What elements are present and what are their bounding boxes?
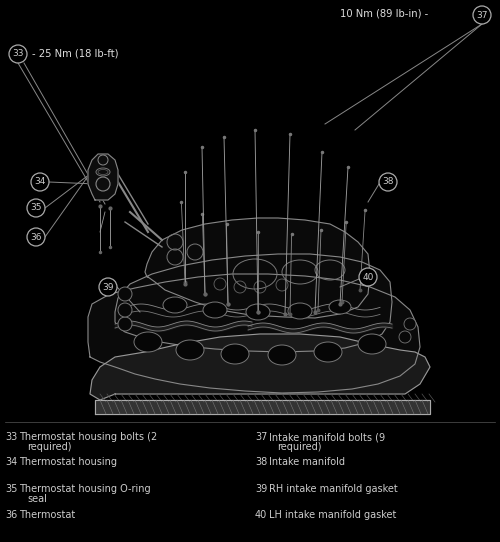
Polygon shape [145,218,370,318]
Text: 36: 36 [5,510,17,520]
Circle shape [473,6,491,24]
Text: 38: 38 [255,457,267,467]
Ellipse shape [203,302,227,318]
Polygon shape [95,400,430,414]
Circle shape [359,268,377,286]
Text: 38: 38 [382,177,394,186]
Text: 34: 34 [5,457,17,467]
Text: Intake manifold: Intake manifold [269,457,345,467]
Text: Thermostat housing bolts (2: Thermostat housing bolts (2 [19,432,157,442]
Text: 33: 33 [12,49,24,59]
Text: 35: 35 [30,203,42,212]
Circle shape [9,45,27,63]
Circle shape [27,199,45,217]
Circle shape [399,331,411,343]
Text: Thermostat housing O-ring: Thermostat housing O-ring [19,484,150,494]
Circle shape [31,173,49,191]
Ellipse shape [268,345,296,365]
Text: 35: 35 [5,484,18,494]
Polygon shape [88,274,420,393]
Polygon shape [90,334,430,400]
Ellipse shape [246,304,270,320]
Ellipse shape [314,342,342,362]
Polygon shape [88,154,118,200]
Text: required): required) [27,442,72,452]
Text: 40: 40 [362,273,374,281]
Text: 36: 36 [30,233,42,242]
Text: 10 Nm (89 lb-in) -: 10 Nm (89 lb-in) - [340,9,428,19]
Text: seal: seal [27,494,47,504]
Circle shape [379,173,397,191]
Text: 37: 37 [255,432,268,442]
Circle shape [118,287,132,301]
Circle shape [404,318,416,330]
Text: Thermostat: Thermostat [19,510,75,520]
Text: required): required) [277,442,322,452]
Text: Intake manifold bolts (9: Intake manifold bolts (9 [269,432,385,442]
Text: LH intake manifold gasket: LH intake manifold gasket [269,510,396,520]
Text: - 25 Nm (18 lb-ft): - 25 Nm (18 lb-ft) [32,49,118,59]
Text: 39: 39 [102,282,114,292]
Text: 40: 40 [255,510,267,520]
Ellipse shape [358,334,386,354]
Ellipse shape [288,303,312,319]
Polygon shape [115,254,392,352]
Circle shape [27,228,45,246]
Text: 39: 39 [255,484,267,494]
Ellipse shape [176,340,204,360]
Text: 37: 37 [476,10,488,20]
Circle shape [118,317,132,331]
Text: Thermostat housing: Thermostat housing [19,457,117,467]
Ellipse shape [134,332,162,352]
Text: 33: 33 [5,432,17,442]
Text: RH intake manifold gasket: RH intake manifold gasket [269,484,398,494]
Text: 34: 34 [34,177,46,186]
Ellipse shape [329,300,351,314]
Ellipse shape [163,297,187,313]
Circle shape [118,303,132,317]
Circle shape [99,278,117,296]
Ellipse shape [221,344,249,364]
